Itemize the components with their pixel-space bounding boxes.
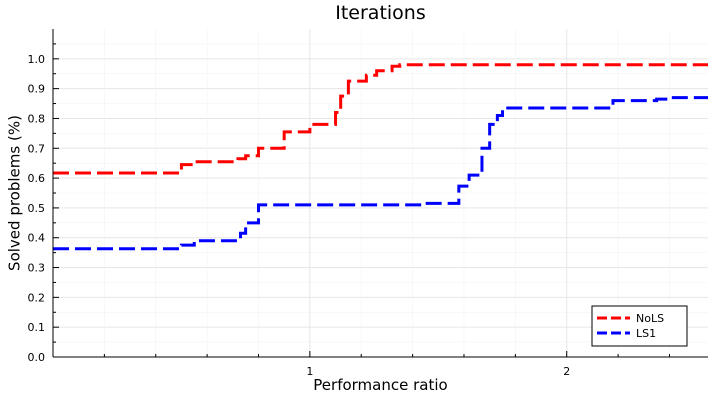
series-line-nols [53,63,708,175]
x-tick-label: 2 [563,365,570,378]
y-axis-title: Solved problems (%) [5,115,23,271]
y-tick-label: 0.5 [28,202,46,215]
y-tick-label: 0.7 [28,142,46,155]
y-tick-label: 0.4 [28,232,46,245]
chart-title: Iterations [335,2,426,24]
legend-label-ls1: LS1 [636,327,656,340]
y-tick-label: 1.0 [28,53,46,66]
y-tick-label: 0.3 [28,262,46,275]
x-axis-title: Performance ratio [313,376,447,394]
y-tick-label: 0.8 [28,112,46,125]
y-ticks: 0.0 0.1 0.2 0.3 0.4 0.5 0.6 0.7 0.8 0.9 1.0 [28,43,59,364]
y-tick-label: 0.0 [28,351,46,364]
legend: NoLS LS1 [591,305,688,347]
y-tick-label: 0.6 [28,172,46,185]
series-layer [53,63,708,251]
y-tick-label: 0.9 [28,83,46,96]
legend-box [591,305,688,347]
series-line-ls1 [53,96,708,251]
y-tick-label: 0.2 [28,291,46,304]
legend-label-nols: NoLS [636,312,664,325]
y-tick-label: 0.1 [28,321,46,334]
x-tick-label: 1 [306,365,313,378]
grid-layer [53,29,708,358]
